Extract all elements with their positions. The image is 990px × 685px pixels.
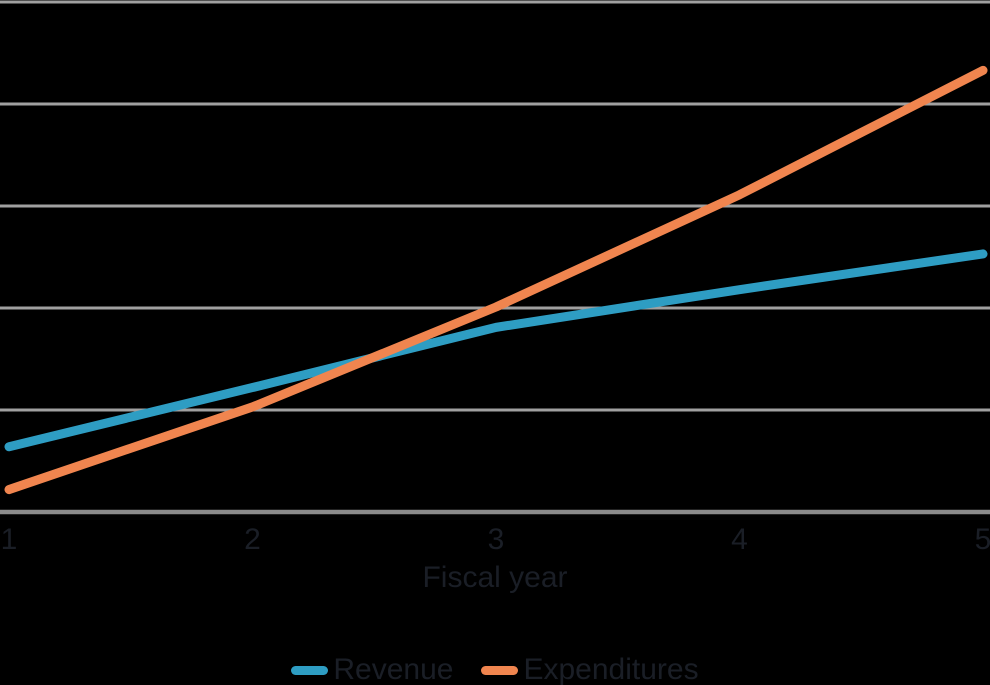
expenditures-line [4,65,988,495]
legend-label-expenditures: Expenditures [523,653,699,685]
expenditures-legend-swatch-icon [481,665,519,675]
legend-item-revenue: Revenue [291,654,453,685]
gridlines [0,0,990,515]
x-tick-label: 4 [731,523,748,556]
legend: Revenue Expenditures [0,653,990,685]
x-tick-label: 3 [488,523,505,556]
x-tick-label: 5 [975,523,990,556]
x-tick-label: 1 [1,523,18,556]
revenue-legend-swatch-icon [291,665,329,675]
legend-item-expenditures: Expenditures [481,653,699,685]
legend-label-revenue: Revenue [333,653,454,685]
plot-area: 1 2 3 4 5 [0,0,990,556]
series-lines [4,65,988,495]
revenue-line [4,249,988,452]
x-axis-tick-labels: 1 2 3 4 5 [1,523,990,556]
x-axis-title: Fiscal year [422,561,568,594]
x-tick-label: 2 [244,523,261,556]
